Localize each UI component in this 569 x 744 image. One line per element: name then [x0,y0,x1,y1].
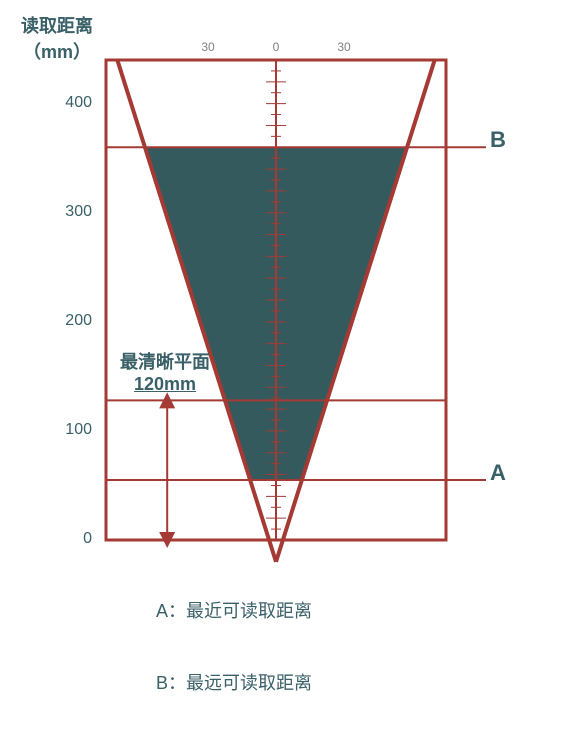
y-tick-label: 400 [0,94,92,112]
y-tick-label: 100 [0,421,92,439]
focal-plane-callout: 最清晰平面 120mm [110,348,220,395]
y-axis-title: 读取距离 （mm） [8,12,106,64]
y-tick-label: 0 [0,530,92,548]
marker-label-B: B [490,127,506,153]
marker-label-A: A [490,460,506,486]
y-tick-label: 200 [0,312,92,330]
legend-B: B：最远可读取距离 [156,671,312,695]
y-tick-label: 300 [0,203,92,221]
legend-A: A：最近可读取距离 [156,599,312,623]
diagram-root: 读取距离 （mm） 最清晰平面 120mm A B A：最近可读取距离 B：最远… [0,0,569,620]
y-axis-title-line1: 读取距离 [8,12,106,38]
x-tick-label: 30 [193,40,223,54]
focal-plane-label-line1: 最清晰平面 [110,348,220,374]
y-axis-title-line2: （mm） [8,38,106,64]
focal-plane-label-line2: 120mm [110,374,220,395]
legend: A：最近可读取距离 B：最远可读取距离 [156,550,312,744]
x-tick-label: 0 [261,40,291,54]
x-tick-label: 30 [329,40,359,54]
